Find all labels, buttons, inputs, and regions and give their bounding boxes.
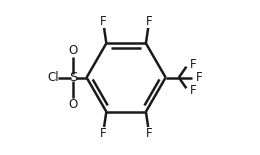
Text: O: O <box>69 98 78 111</box>
Text: Cl: Cl <box>48 71 59 84</box>
Text: F: F <box>196 71 203 84</box>
Text: F: F <box>190 84 196 97</box>
Text: F: F <box>100 15 106 28</box>
Text: O: O <box>69 44 78 57</box>
Text: F: F <box>146 127 153 140</box>
Text: F: F <box>190 58 196 71</box>
Text: F: F <box>146 15 153 28</box>
Text: F: F <box>100 127 106 140</box>
Text: S: S <box>69 71 78 84</box>
